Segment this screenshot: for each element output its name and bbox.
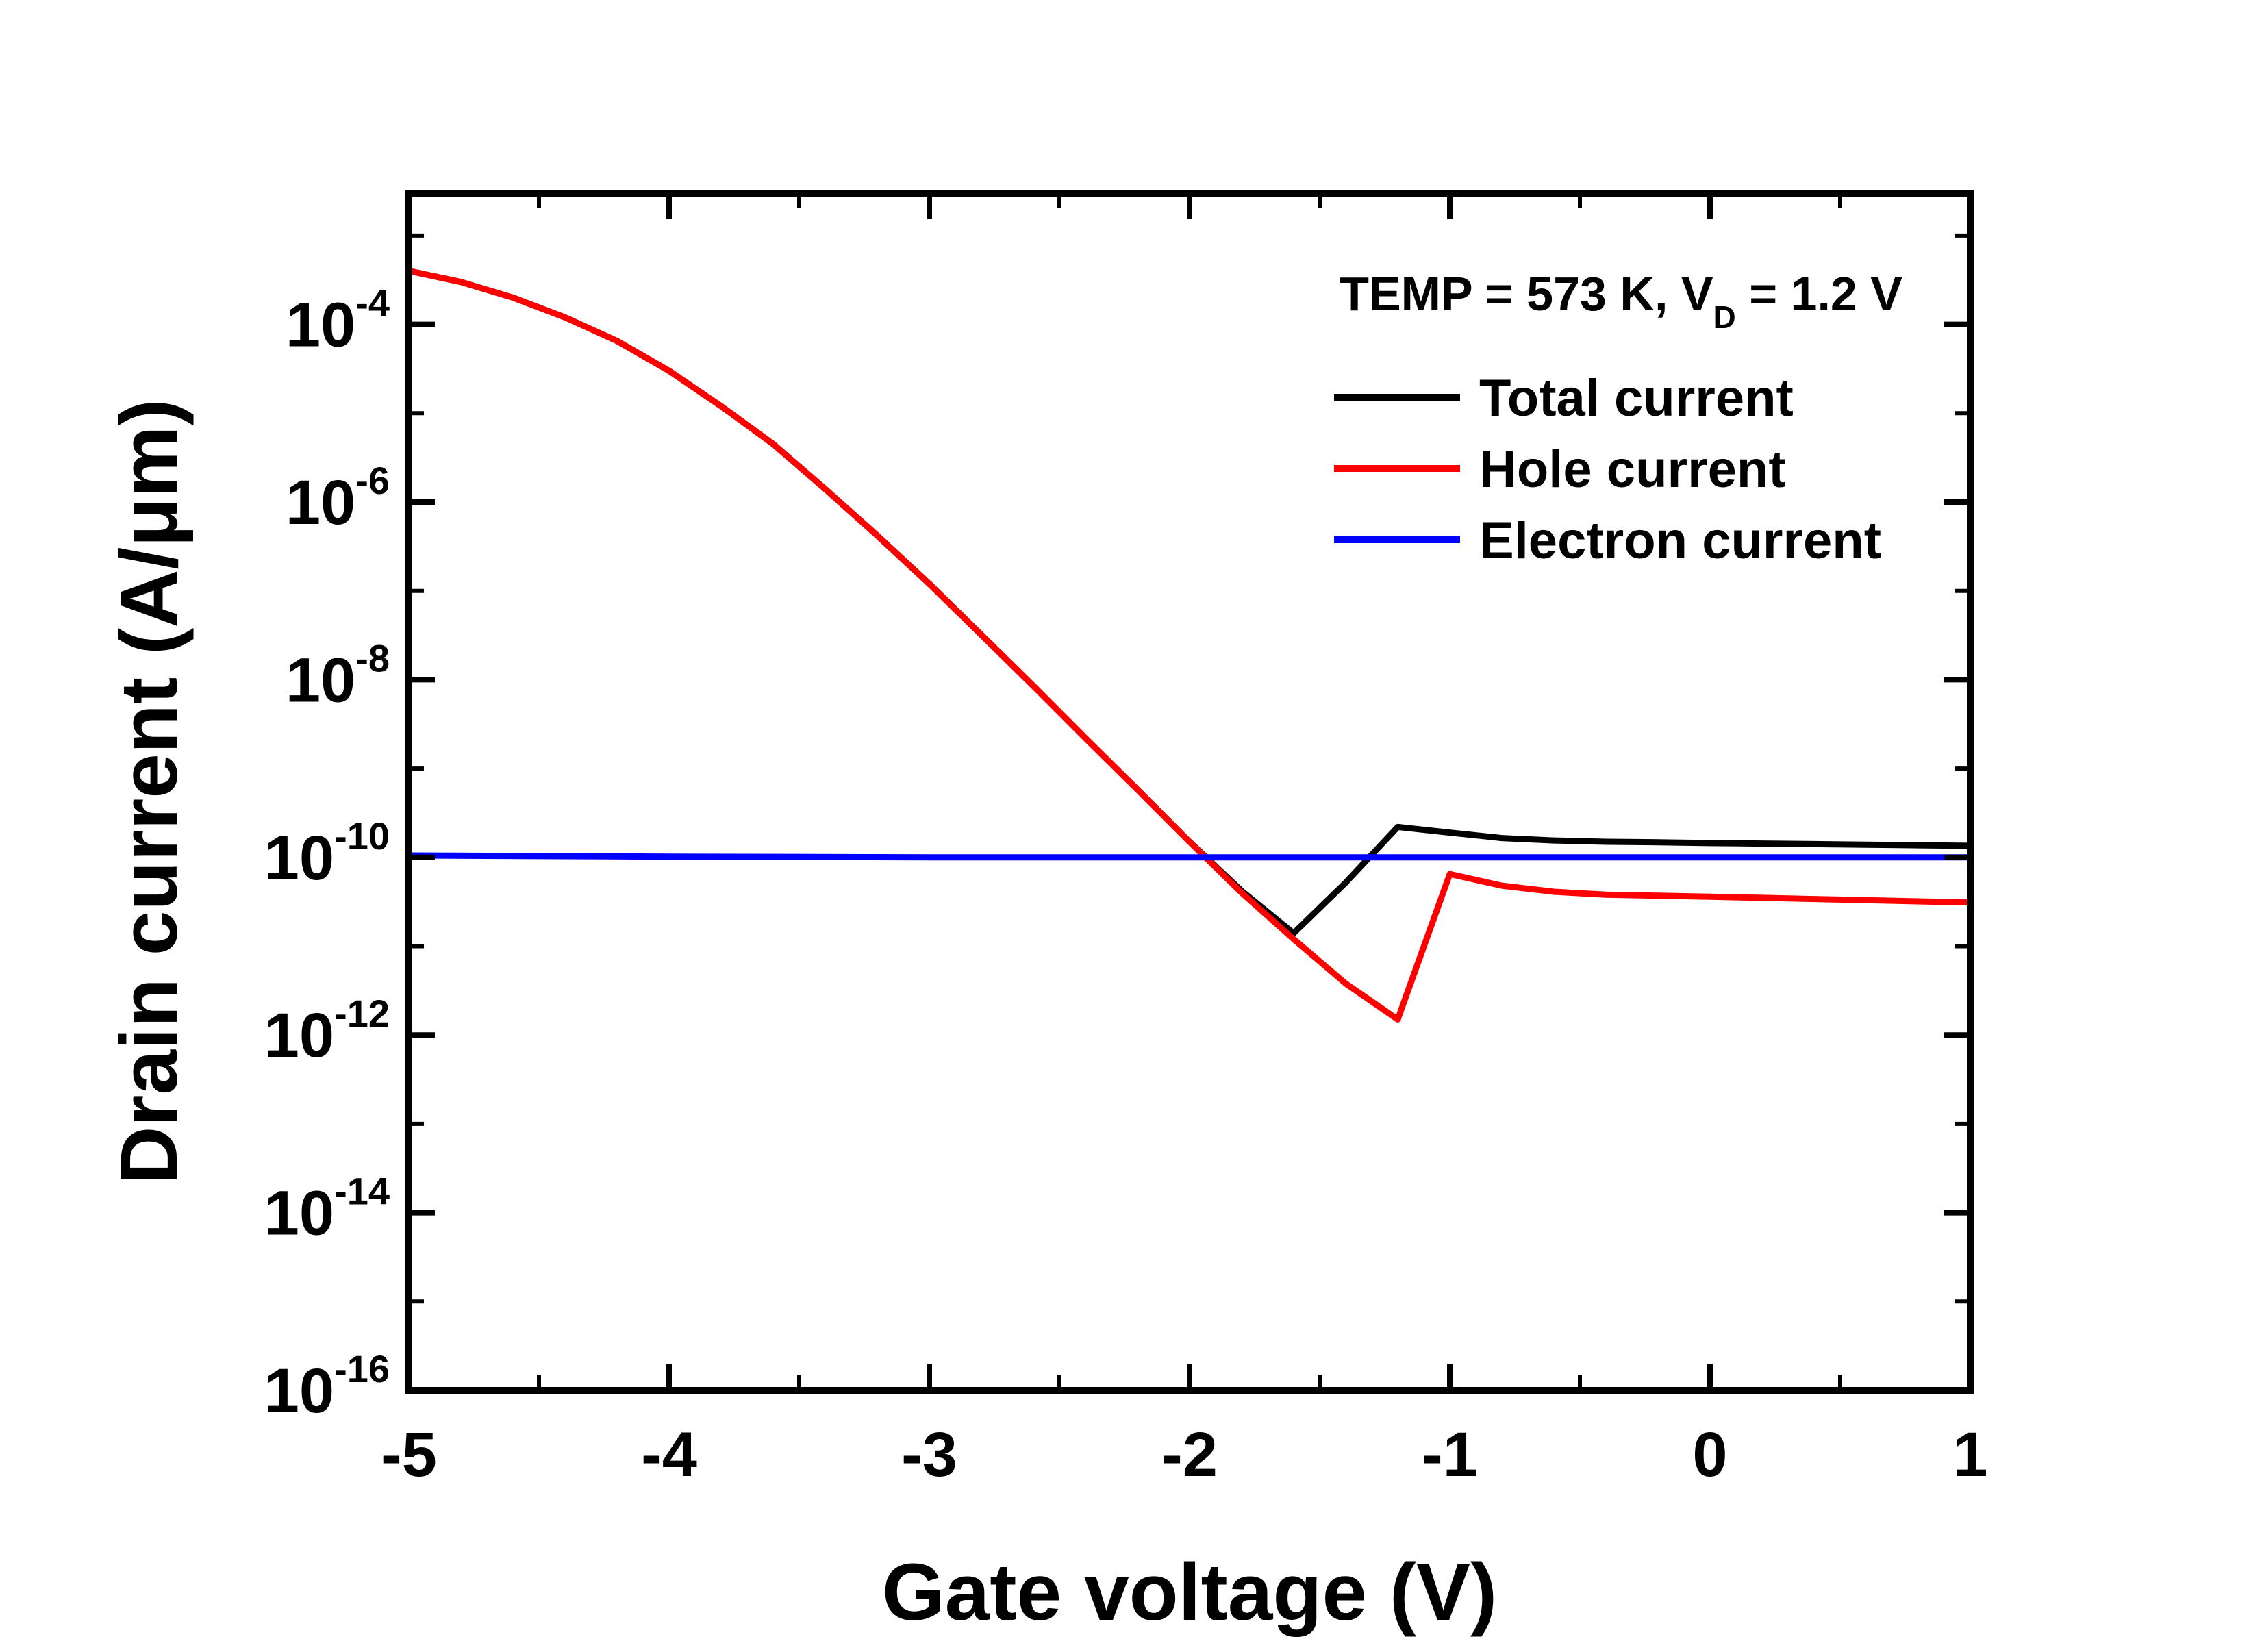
annotation-prefix: TEMP = 573 K, V [1340,267,1713,321]
tick-labels: -5 -4 -3 -2 -1 0 110-1610-1410-1210-1010-810-6… [264,281,1988,1490]
y-tick-exponent: -14 [334,1170,390,1213]
hole-current-line [405,268,1974,1023]
x-tick-label: -4 [641,1420,697,1490]
y-tick-base: 10 [286,645,355,715]
y-tick-base: 10 [264,1356,334,1426]
y-tick-label: 10-12 [264,992,390,1071]
y-tick-label: 10-10 [264,814,390,893]
legend: Total current Hole current Electron curren… [1334,369,1881,570]
y-tick-exponent: -10 [334,814,390,858]
y-tick-base: 10 [264,1179,334,1249]
x-tick-label: -2 [1161,1420,1218,1490]
y-tick-label: 10-14 [264,1170,390,1249]
y-tick-base: 10 [286,468,355,538]
x-tick-label: -1 [1422,1420,1478,1490]
x-tick-label: -3 [901,1420,957,1490]
y-tick-exponent: -8 [355,636,390,679]
x-tick-label: 0 [1692,1420,1727,1490]
annotation-subscript: D [1713,299,1736,335]
y-axis-title: Drain current (A/μm) [104,399,194,1184]
electron-current-legend-label: Electron current [1479,512,1881,570]
electron-current-line [405,852,1974,861]
y-tick-exponent: -4 [355,281,390,325]
x-tick-label: 1 [1952,1420,1987,1490]
y-tick-base: 10 [264,1001,334,1071]
y-tick-label: 10-16 [264,1347,390,1426]
x-tick-label: -5 [381,1420,437,1490]
y-tick-exponent: -12 [334,992,390,1035]
tick-layer [406,193,1973,1393]
y-tick-label: 10-4 [286,281,390,360]
y-tick-label: 10-6 [286,459,390,538]
x-axis-title: Gate voltage (V) [882,1547,1497,1638]
hole-current-legend-label: Hole current [1479,440,1786,499]
total-current-legend-label: Total current [1479,369,1794,427]
annotation-suffix: = 1.2 V [1736,267,1903,321]
y-tick-base: 10 [286,290,355,360]
y-tick-base: 10 [264,823,334,893]
condition-annotation: TEMP = 573 K, VD = 1.2 V [1340,267,1902,335]
y-tick-exponent: -6 [355,459,390,502]
series-layer [405,268,1974,1023]
y-tick-exponent: -16 [334,1347,390,1390]
y-tick-label: 10-8 [286,636,390,715]
